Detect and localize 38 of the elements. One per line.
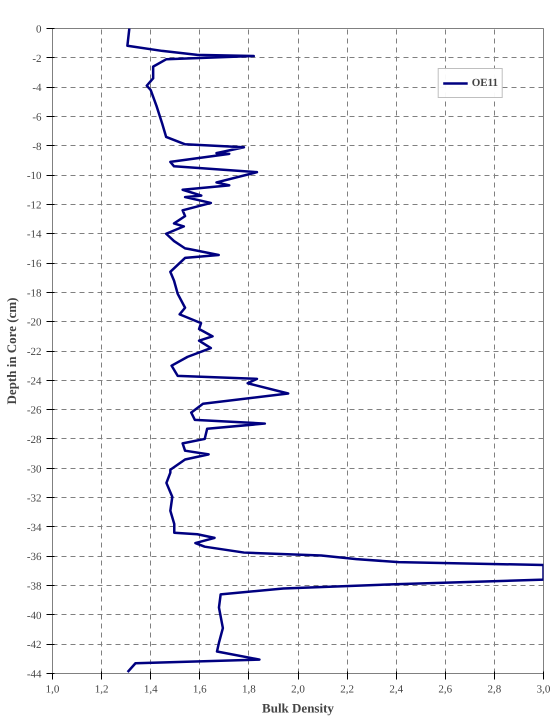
y-tick-label: -2 xyxy=(32,52,42,65)
x-axis-title: Bulk Density xyxy=(262,700,334,716)
x-tick-label: 2,2 xyxy=(340,684,354,696)
x-tick-label: 2,0 xyxy=(291,684,306,696)
y-tick-label: -40 xyxy=(26,610,42,622)
y-tick-label: -38 xyxy=(26,580,42,593)
x-tick-label: 1,2 xyxy=(94,684,108,696)
y-tick-label: -26 xyxy=(26,404,42,417)
x-tick-label: 2,4 xyxy=(389,684,404,696)
x-tick-label: 3,0 xyxy=(536,684,551,696)
y-tick-label: -22 xyxy=(26,346,42,358)
y-tick-label: -18 xyxy=(26,287,42,300)
y-tick-label: -14 xyxy=(26,228,42,241)
y-tick-label: -28 xyxy=(26,434,42,446)
y-tick-label: -4 xyxy=(32,82,42,94)
y-tick-label: -16 xyxy=(26,258,42,270)
x-tick-label: 1,4 xyxy=(144,684,158,696)
y-tick-label: -20 xyxy=(26,316,42,329)
y-axis-title: Depth in Core (cm) xyxy=(4,297,19,404)
y-tick-label: -6 xyxy=(32,111,42,124)
x-tick-label: 1,0 xyxy=(46,684,60,696)
y-tick-label: -34 xyxy=(26,522,42,534)
y-tick-label: 0 xyxy=(36,24,42,36)
y-tick-label: -10 xyxy=(26,170,42,182)
y-tick-label: -36 xyxy=(26,551,42,564)
x-tick-label: 1,6 xyxy=(192,684,208,696)
y-tick-label: -32 xyxy=(26,492,42,505)
y-tick-label: -8 xyxy=(32,140,42,153)
x-tick-label: 2,8 xyxy=(488,684,502,696)
y-tick-label: -42 xyxy=(26,639,42,652)
y-tick-label: -12 xyxy=(26,199,42,212)
line-series xyxy=(126,28,544,674)
legend-label: OE11 xyxy=(472,77,498,89)
y-tick-label: -44 xyxy=(26,668,42,680)
y-tick-label: -30 xyxy=(26,463,42,476)
x-tick-label: 1,8 xyxy=(242,684,256,696)
y-tick-label: -24 xyxy=(26,375,42,388)
x-tick-label: 2,6 xyxy=(438,684,453,696)
